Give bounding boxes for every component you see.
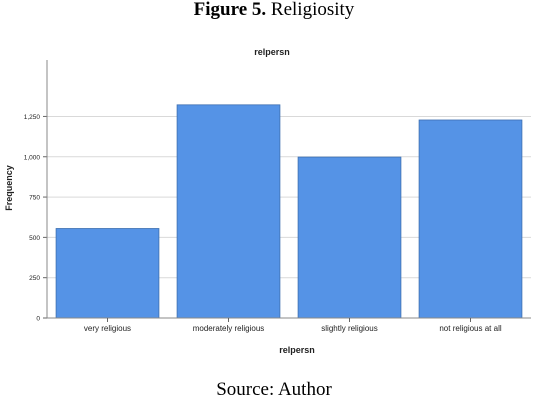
figure-source: Source: Author <box>216 379 332 400</box>
x-axis-label: relpersn <box>279 345 315 355</box>
y-axis-label: Frequency <box>4 165 14 211</box>
y-tick-label: 0 <box>36 316 40 323</box>
bar <box>418 119 523 319</box>
figure-label: Figure 5. <box>193 0 267 20</box>
figure-title: Figure 5. Religiosity <box>0 0 548 20</box>
x-tick-label: very religious <box>84 324 131 333</box>
y-tick-label: 750 <box>29 195 40 202</box>
x-tick-label: slightly religious <box>321 324 377 333</box>
x-tick-label: not religious at all <box>439 324 501 333</box>
y-tick-label: 250 <box>29 275 40 282</box>
y-tick-label: 1,000 <box>24 154 41 161</box>
bar <box>55 228 160 319</box>
x-tick-label: moderately religious <box>193 324 265 333</box>
y-tick-label: 1,250 <box>24 114 41 121</box>
bar <box>176 104 281 319</box>
figure-caption: Religiosity <box>270 0 355 20</box>
y-tick-label: 500 <box>29 235 40 242</box>
bar <box>297 156 402 319</box>
chart-title: relpersn <box>254 47 290 57</box>
